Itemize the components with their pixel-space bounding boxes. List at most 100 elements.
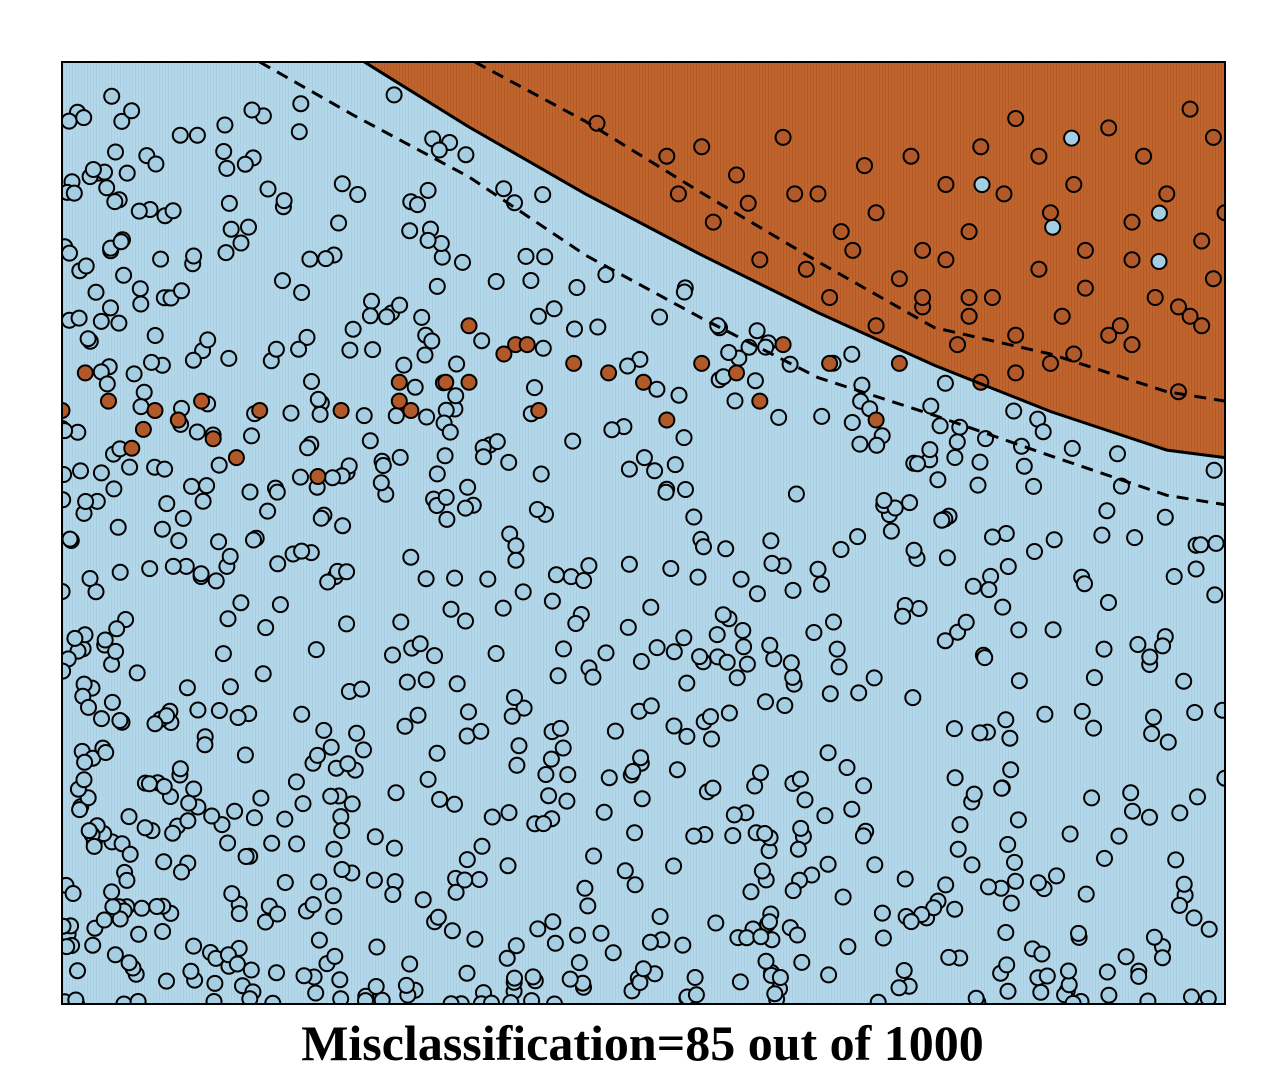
scatter-point-class-0: [998, 956, 1016, 974]
scatter-point-class-0: [524, 968, 542, 986]
scatter-point-class-0: [702, 708, 719, 726]
scatter-point-class-0: [734, 622, 752, 639]
scatter-point-class-0: [257, 913, 274, 931]
scatter-point-class-0: [735, 638, 753, 656]
scatter-point-class-0: [675, 283, 693, 301]
scatter-point-class-0: [414, 891, 432, 909]
scatter-point-class-1: [518, 336, 536, 354]
scatter-point-class-0: [242, 961, 260, 979]
scatter-point-class-0: [384, 886, 402, 903]
scatter-point-class-0: [459, 478, 477, 496]
scatter-point-class-0: [331, 971, 349, 989]
scatter-point-class-0: [1167, 851, 1185, 869]
scatter-point-class-0: [206, 974, 224, 992]
scatter-point-class-0: [95, 911, 113, 929]
scatter-point-class-0: [1150, 253, 1168, 270]
scatter-point-class-0: [921, 441, 939, 459]
scatter-point-class-0: [70, 309, 88, 327]
scatter-point-class-0: [109, 518, 127, 536]
scatter-point-class-0: [665, 717, 683, 735]
scatter-point-class-0: [646, 462, 664, 480]
scatter-point-class-0: [575, 572, 593, 589]
scatter-point-class-0: [1029, 874, 1047, 892]
scatter-point-class-1: [960, 289, 978, 306]
scatter-point-class-0: [236, 746, 254, 764]
scatter-point-class-0: [632, 653, 650, 670]
scatter-point-class-0: [338, 563, 356, 581]
scatter-point-class-0: [746, 372, 764, 390]
scatter-point-class-0: [120, 808, 138, 826]
scatter-point-class-0: [597, 644, 615, 662]
scatter-point-class-1: [1111, 317, 1129, 335]
scatter-point-class-0: [92, 312, 110, 330]
scatter-point-class-0: [523, 992, 541, 1004]
scatter-point-class-0: [80, 822, 98, 840]
scatter-point-class-0: [752, 928, 770, 946]
scatter-point-class-0: [704, 779, 722, 797]
scatter-point-class-0: [391, 448, 409, 466]
scatter-point-class-0: [910, 600, 928, 617]
scatter-point-class-1: [251, 402, 269, 419]
scatter-point-class-0: [423, 332, 441, 350]
scatter-point-class-0: [708, 626, 726, 644]
scatter-point-class-0: [113, 112, 131, 130]
scatter-point-class-0: [322, 738, 340, 756]
scatter-point-class-1: [821, 354, 839, 372]
scatter-point-class-0: [720, 704, 738, 722]
scatter-point-class-0: [131, 280, 149, 298]
scatter-point-class-0: [293, 284, 311, 301]
scatter-point-class-1: [693, 354, 711, 372]
scatter-point-class-0: [648, 380, 666, 398]
scatter-point-class-0: [843, 800, 861, 818]
scatter-point-class-1: [1042, 354, 1059, 372]
scatter-point-class-0: [188, 423, 206, 441]
scatter-point-class-0: [75, 771, 93, 789]
scatter-point-class-1: [146, 402, 164, 419]
scatter-point-class-0: [97, 744, 115, 761]
scatter-point-class-0: [832, 541, 850, 558]
scatter-point-class-0: [398, 673, 416, 691]
scatter-point-class-0: [143, 353, 160, 371]
scatter-point-class-1: [1170, 298, 1187, 316]
scatter-point-class-0: [185, 247, 203, 265]
scatter-point-class-0: [275, 192, 293, 210]
scatter-point-class-0: [849, 528, 867, 546]
scatter-point-class-0: [341, 341, 359, 359]
scatter-point-class-0: [999, 982, 1017, 1000]
scatter-point-class-0: [1073, 702, 1091, 720]
scatter-point-class-1: [1007, 326, 1025, 344]
scatter-point-class-0: [62, 466, 73, 483]
scatter-point-class-1: [774, 128, 792, 146]
scatter-point-class-1: [76, 364, 94, 382]
scatter-point-class-0: [559, 766, 577, 784]
scatter-point-class-0: [634, 960, 652, 978]
scatter-point-class-0: [748, 322, 766, 340]
scatter-point-class-0: [367, 978, 385, 995]
scatter-point-class-0: [121, 845, 139, 863]
scatter-point-class-1: [1181, 307, 1199, 325]
scatter-point-class-0: [130, 202, 148, 220]
scatter-point-class-0: [344, 320, 362, 338]
scatter-point-class-0: [882, 522, 900, 540]
scatter-point-class-0: [164, 557, 182, 575]
scatter-point-class-0: [529, 920, 547, 938]
scatter-point-class-0: [333, 822, 351, 840]
scatter-point-class-1: [937, 176, 955, 193]
scatter-point-class-0: [401, 222, 419, 240]
scatter-point-class-0: [1025, 477, 1043, 495]
scatter-point-class-0: [1185, 909, 1203, 927]
scatter-point-class-0: [184, 351, 202, 369]
scatter-point-class-0: [290, 123, 308, 141]
scatter-point-class-0: [174, 509, 192, 527]
scatter-point-class-0: [1171, 896, 1188, 914]
scatter-point-class-0: [364, 341, 382, 359]
scatter-point-class-0: [276, 810, 294, 828]
scatter-point-class-0: [761, 636, 779, 654]
scatter-point-class-0: [558, 792, 576, 810]
scatter-point-class-0: [158, 972, 175, 990]
scatter-point-class-1: [1204, 128, 1222, 146]
scatter-point-class-1: [856, 157, 873, 175]
scatter-point-class-0: [442, 600, 460, 618]
scatter-point-class-0: [931, 417, 949, 435]
scatter-point-class-0: [632, 749, 650, 767]
